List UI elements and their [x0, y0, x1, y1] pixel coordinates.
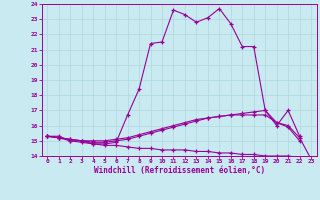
X-axis label: Windchill (Refroidissement éolien,°C): Windchill (Refroidissement éolien,°C) — [94, 166, 265, 175]
